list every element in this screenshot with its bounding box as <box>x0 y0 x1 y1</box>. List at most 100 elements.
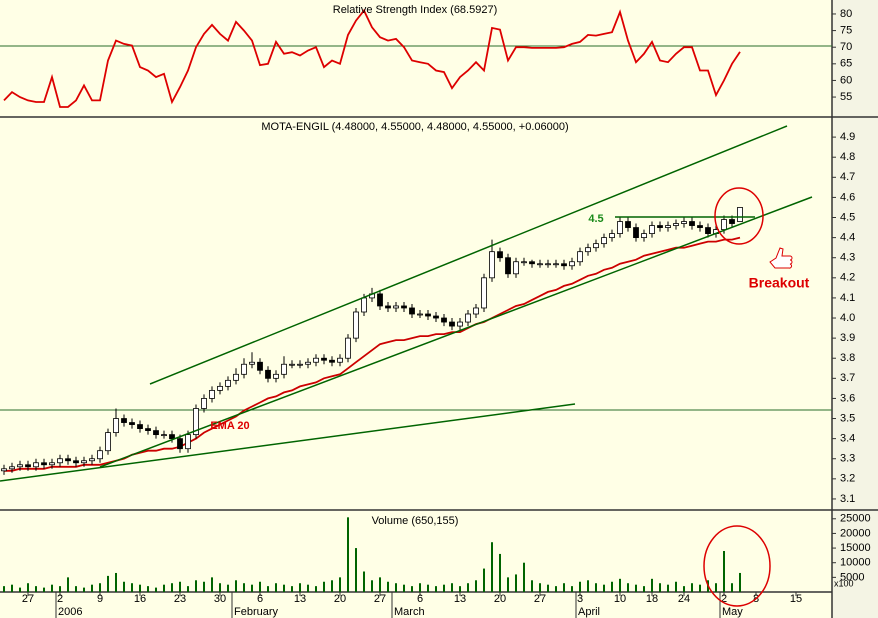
y-tick-label: 3.1 <box>840 493 855 505</box>
candle-body <box>425 313 431 317</box>
volume-bar <box>283 584 285 592</box>
volume-bar <box>467 583 469 592</box>
volume-bar <box>627 583 629 592</box>
marks: 55 60 65 70 75 80 3.1 3.2 3.3 3.4 3.5 3.6 3.7 3.8 3.9 4… <box>1 8 871 618</box>
y-tick-label: 4.3 <box>840 252 855 264</box>
candle-body <box>177 438 183 450</box>
candle-body <box>673 223 679 226</box>
candle-body <box>417 313 423 316</box>
volume-bar <box>251 584 253 592</box>
x-tick-label: 27 <box>22 593 34 605</box>
volume-bar <box>563 583 565 592</box>
volume-bar <box>531 580 533 592</box>
y-tick-label: 3.5 <box>840 412 855 424</box>
candle-body <box>457 321 463 327</box>
candle-body <box>561 263 567 267</box>
candle-body <box>433 315 439 319</box>
month-label: 2006 <box>58 606 82 618</box>
candle-body <box>97 450 103 460</box>
volume-bar <box>419 583 421 592</box>
candle-body <box>617 221 623 234</box>
volume-bar <box>203 581 205 592</box>
volume-bar <box>355 548 357 592</box>
candle-body <box>17 464 23 468</box>
panel-title: Volume (650,155) <box>372 515 459 527</box>
volume-bar <box>371 580 373 592</box>
y-tick-label: 10000 <box>840 557 871 569</box>
volume-bar <box>483 568 485 592</box>
candle-body <box>113 418 119 434</box>
volume-bar <box>539 583 541 592</box>
candle-body <box>689 221 695 226</box>
panel-title: Relative Strength Index (68.5927) <box>333 4 498 16</box>
x-tick-label: 20 <box>494 593 506 605</box>
candle-body <box>465 313 471 323</box>
volume-bar <box>595 583 597 592</box>
candle-body <box>273 373 279 379</box>
month-label: March <box>394 606 425 618</box>
candle-body <box>553 263 559 266</box>
candle-body <box>297 363 303 366</box>
candle-body <box>385 305 391 309</box>
volume-bar <box>171 583 173 592</box>
volume-bar <box>571 586 573 592</box>
volume-bar <box>675 581 677 592</box>
candle-body <box>65 458 71 462</box>
volume-bar <box>75 586 77 592</box>
candle-body <box>353 311 359 339</box>
volume-bar <box>651 578 653 592</box>
volume-bar <box>515 574 517 592</box>
candle-body <box>393 305 399 309</box>
candle-body <box>577 251 583 263</box>
volume-bar <box>219 583 221 592</box>
candle-body <box>705 227 711 234</box>
volume-bar <box>547 584 549 592</box>
candle-body <box>241 363 247 375</box>
volume-bar <box>107 575 109 592</box>
volume-bar <box>739 572 741 592</box>
x-tick-label: 10 <box>614 593 626 605</box>
y-tick-label: 3.9 <box>840 332 855 344</box>
volume-bar <box>147 586 149 592</box>
x-tick-label: 24 <box>678 593 690 605</box>
x-tick-label: 27 <box>534 593 546 605</box>
volume-bar <box>347 517 349 592</box>
candle-body <box>313 357 319 363</box>
volume-bar <box>395 583 397 592</box>
volume-bar <box>163 584 165 592</box>
volume-bar <box>19 587 21 592</box>
candle-body <box>321 357 327 361</box>
y-tick-label: 3.3 <box>840 453 855 465</box>
candle-body <box>737 207 743 222</box>
y-tick-label: 75 <box>840 24 852 36</box>
candle-body <box>649 225 655 234</box>
y-tick-label: 3.2 <box>840 473 855 485</box>
x-tick-label: 27 <box>374 593 386 605</box>
volume-bar <box>67 577 69 592</box>
volume-bar <box>667 584 669 592</box>
candle-body <box>609 233 615 239</box>
month-label: February <box>234 606 279 618</box>
y-tick-label: 4.5 <box>840 211 855 223</box>
candle-body <box>569 261 575 267</box>
candle-body <box>585 247 591 253</box>
y-tick-label: 4.0 <box>840 312 855 324</box>
candle-body <box>521 261 527 264</box>
volume-bar <box>59 586 61 592</box>
volume-bar <box>499 553 501 592</box>
y-tick-label: 3.4 <box>840 433 855 445</box>
volume-bar <box>99 583 101 592</box>
x-tick-label: 2 <box>721 593 727 605</box>
volume-bar <box>35 586 37 592</box>
volume-bar <box>51 584 53 592</box>
unit-label: x100 <box>834 578 854 588</box>
candle-body <box>105 432 111 452</box>
volume-bar <box>731 583 733 592</box>
volume-bar <box>155 587 157 592</box>
volume-bar <box>195 580 197 592</box>
y-tick-label: 70 <box>840 41 852 53</box>
candle-body <box>249 361 255 365</box>
volume-bar <box>267 586 269 592</box>
x-tick-label: 9 <box>97 593 103 605</box>
